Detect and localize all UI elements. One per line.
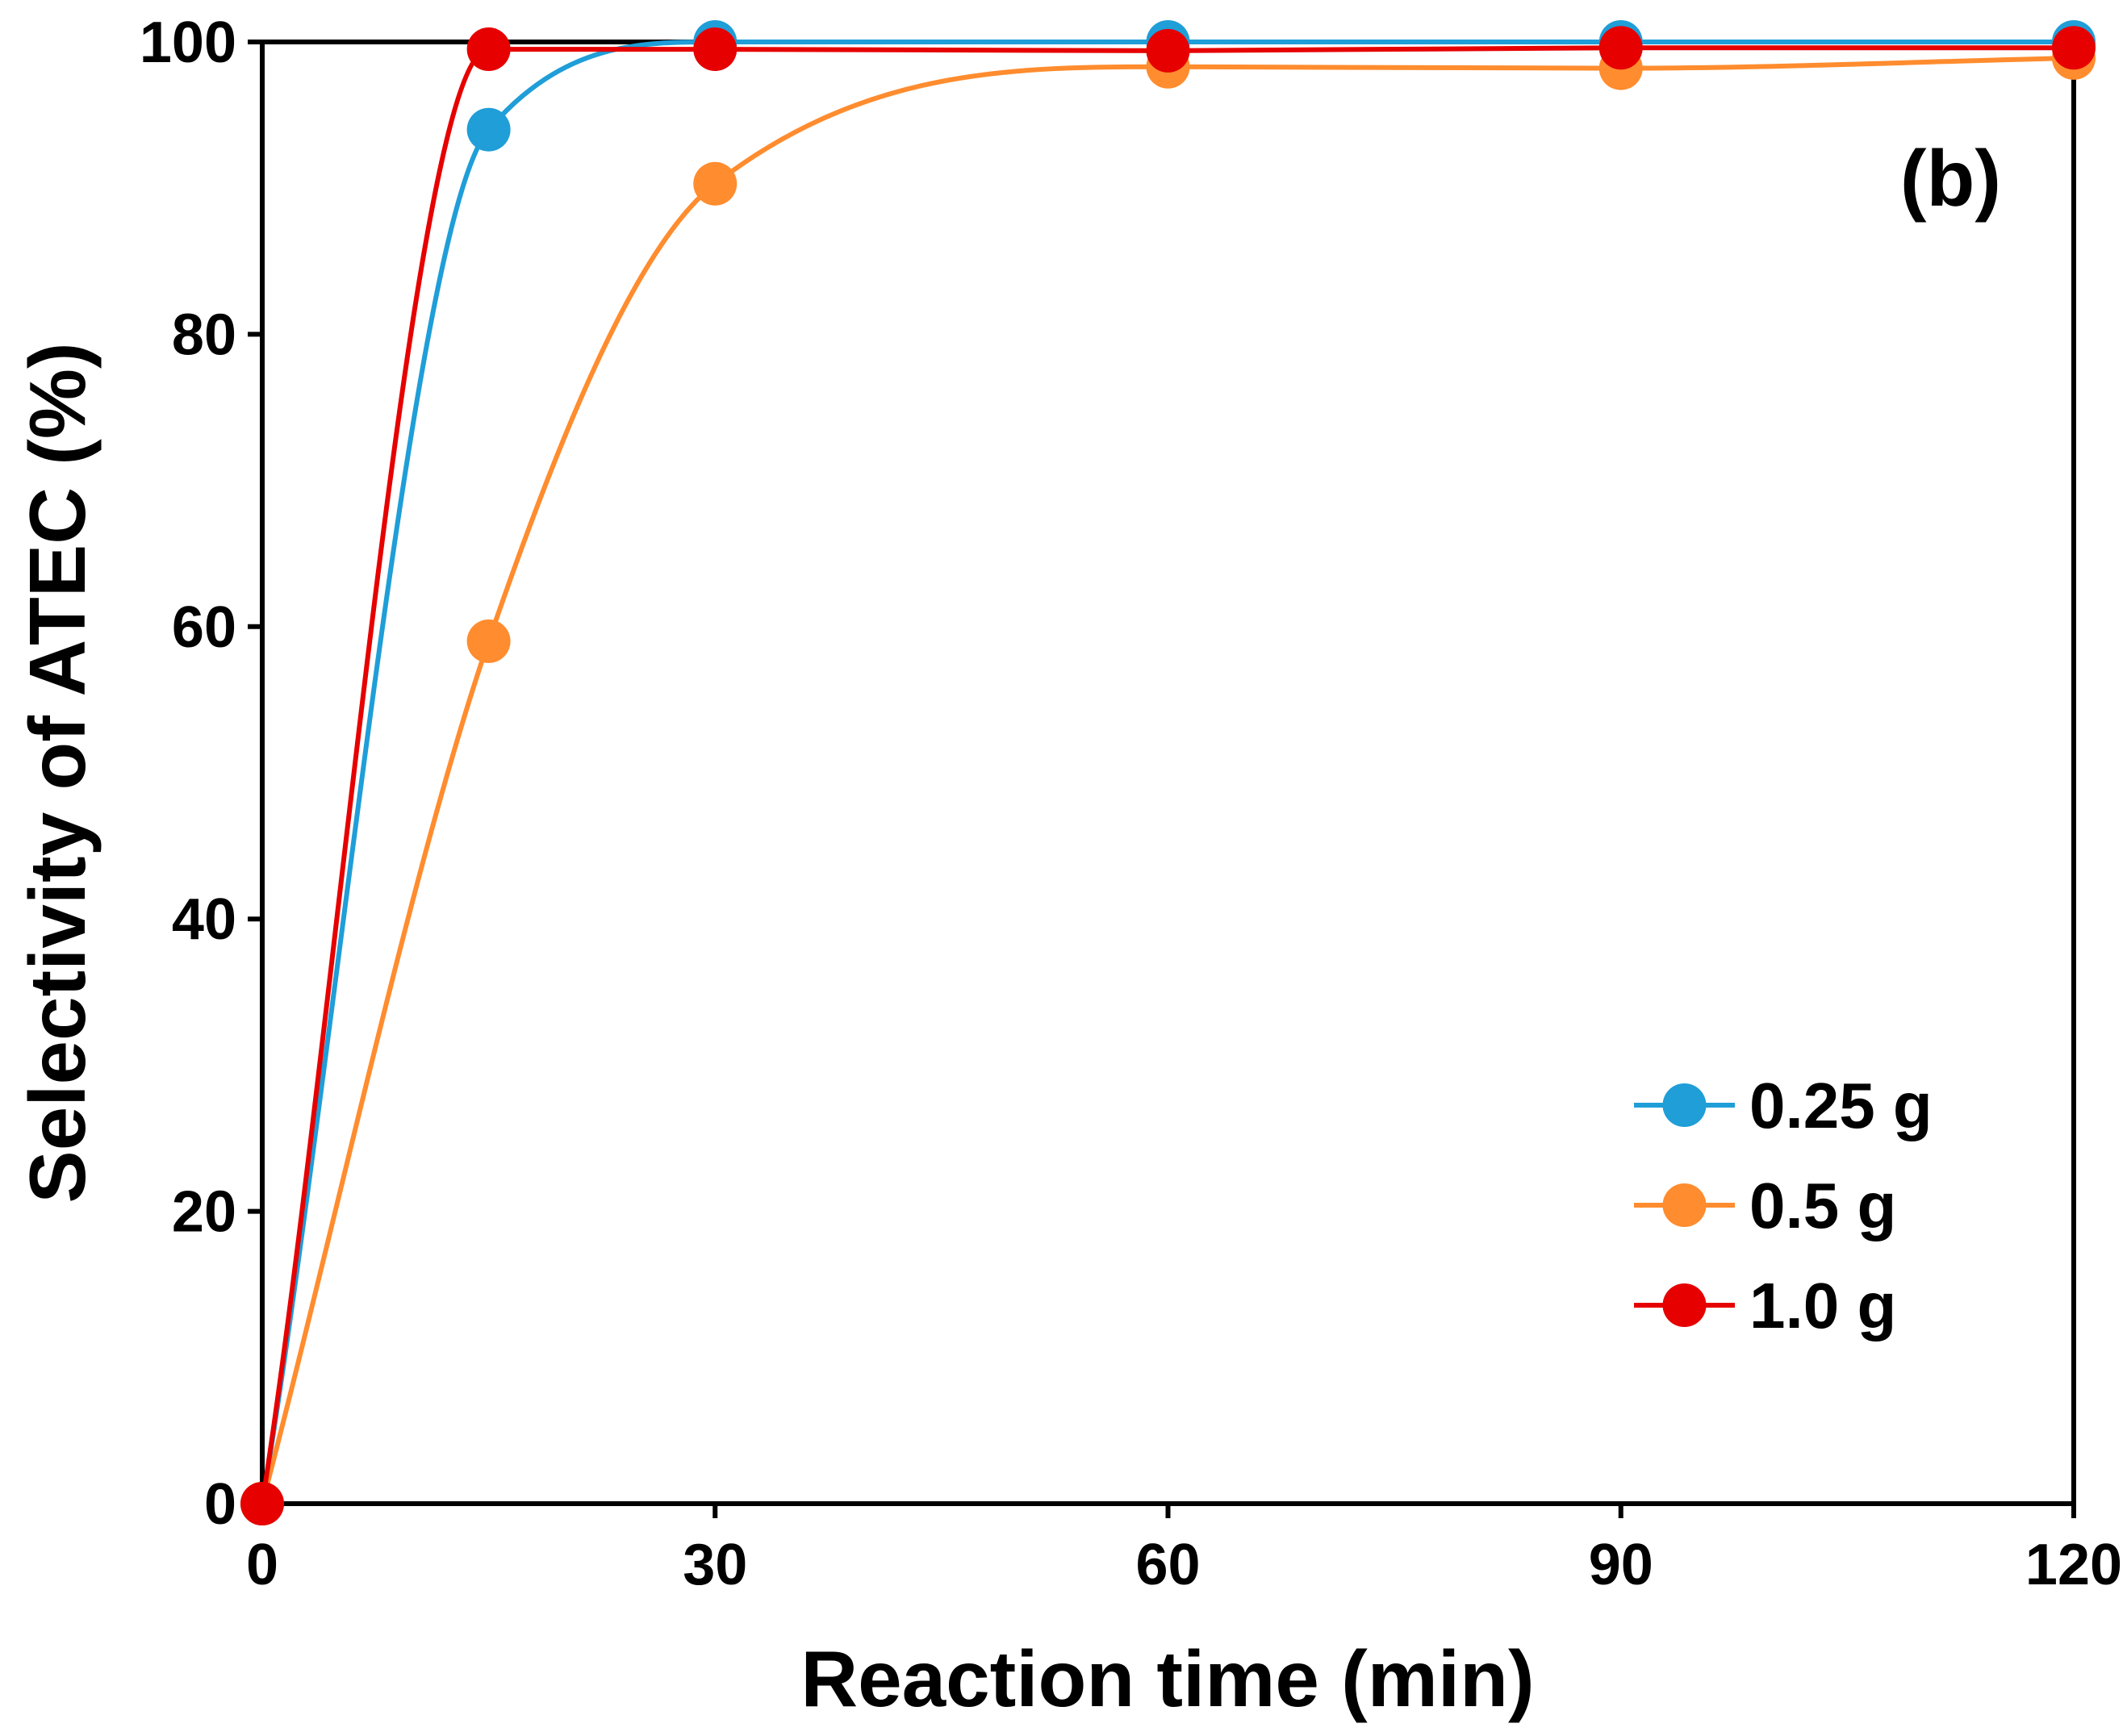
x-axis-title: Reaction time (min)	[800, 1634, 1534, 1723]
x-axis: 0 30 60 90 120	[246, 1504, 2122, 1597]
data-point-1-0-g-x15	[466, 27, 511, 72]
x-tick-label-0: 0	[246, 1533, 278, 1597]
legend-item-0-25-g: 0.25 g	[1634, 1070, 1933, 1141]
legend-label-0-5-g: 0.5 g	[1749, 1170, 1896, 1241]
y-tick-label-80: 80	[172, 303, 236, 367]
series-line-0-5-g	[260, 55, 2075, 1504]
y-tick-label-20: 20	[172, 1180, 236, 1245]
series-1-0-g	[240, 26, 2096, 1525]
x-tick-label-30: 30	[683, 1533, 747, 1597]
series-group	[240, 20, 2096, 1525]
y-axis-title: Selectivity of ATEC (%)	[13, 342, 102, 1203]
legend-label-1-0-g: 1.0 g	[1749, 1270, 1896, 1342]
data-point-1-0-g-x30	[693, 27, 738, 72]
y-tick-label-40: 40	[172, 887, 236, 952]
data-point-0-25-g-x15	[466, 107, 511, 152]
legend-item-0-5-g: 0.5 g	[1634, 1170, 1896, 1241]
legend-swatch-marker-1-0-g	[1662, 1283, 1707, 1327]
data-point-1-0-g-x0	[240, 1482, 284, 1525]
series-line-0-25-g	[260, 39, 2074, 1504]
series-line-1-0-g	[260, 45, 2074, 1504]
y-tick-label-60: 60	[172, 595, 236, 660]
y-axis: 0 20 40 60 80 100	[140, 10, 262, 1537]
data-point-1-0-g-x60	[1146, 28, 1190, 73]
y-tick-label-0: 0	[204, 1472, 236, 1537]
data-point-1-0-g-x90	[1598, 26, 1643, 70]
data-point-1-0-g-x120	[2052, 26, 2096, 70]
legend: 0.25 g 0.5 g 1.0 g	[1634, 1070, 1933, 1342]
x-tick-label-90: 90	[1589, 1533, 1653, 1597]
legend-label-0-25-g: 0.25 g	[1749, 1070, 1933, 1141]
legend-swatch-marker-0-5-g	[1662, 1183, 1707, 1227]
legend-item-1-0-g: 1.0 g	[1634, 1270, 1896, 1342]
panel-label: (b)	[1900, 134, 2001, 223]
y-tick-label-100: 100	[140, 10, 236, 75]
legend-swatch-marker-0-25-g	[1662, 1083, 1707, 1127]
data-point-0-5-g-x15	[466, 619, 511, 663]
x-tick-label-120: 120	[2025, 1533, 2122, 1597]
x-tick-label-60: 60	[1135, 1533, 1200, 1597]
data-point-0-5-g-x30	[693, 161, 738, 206]
